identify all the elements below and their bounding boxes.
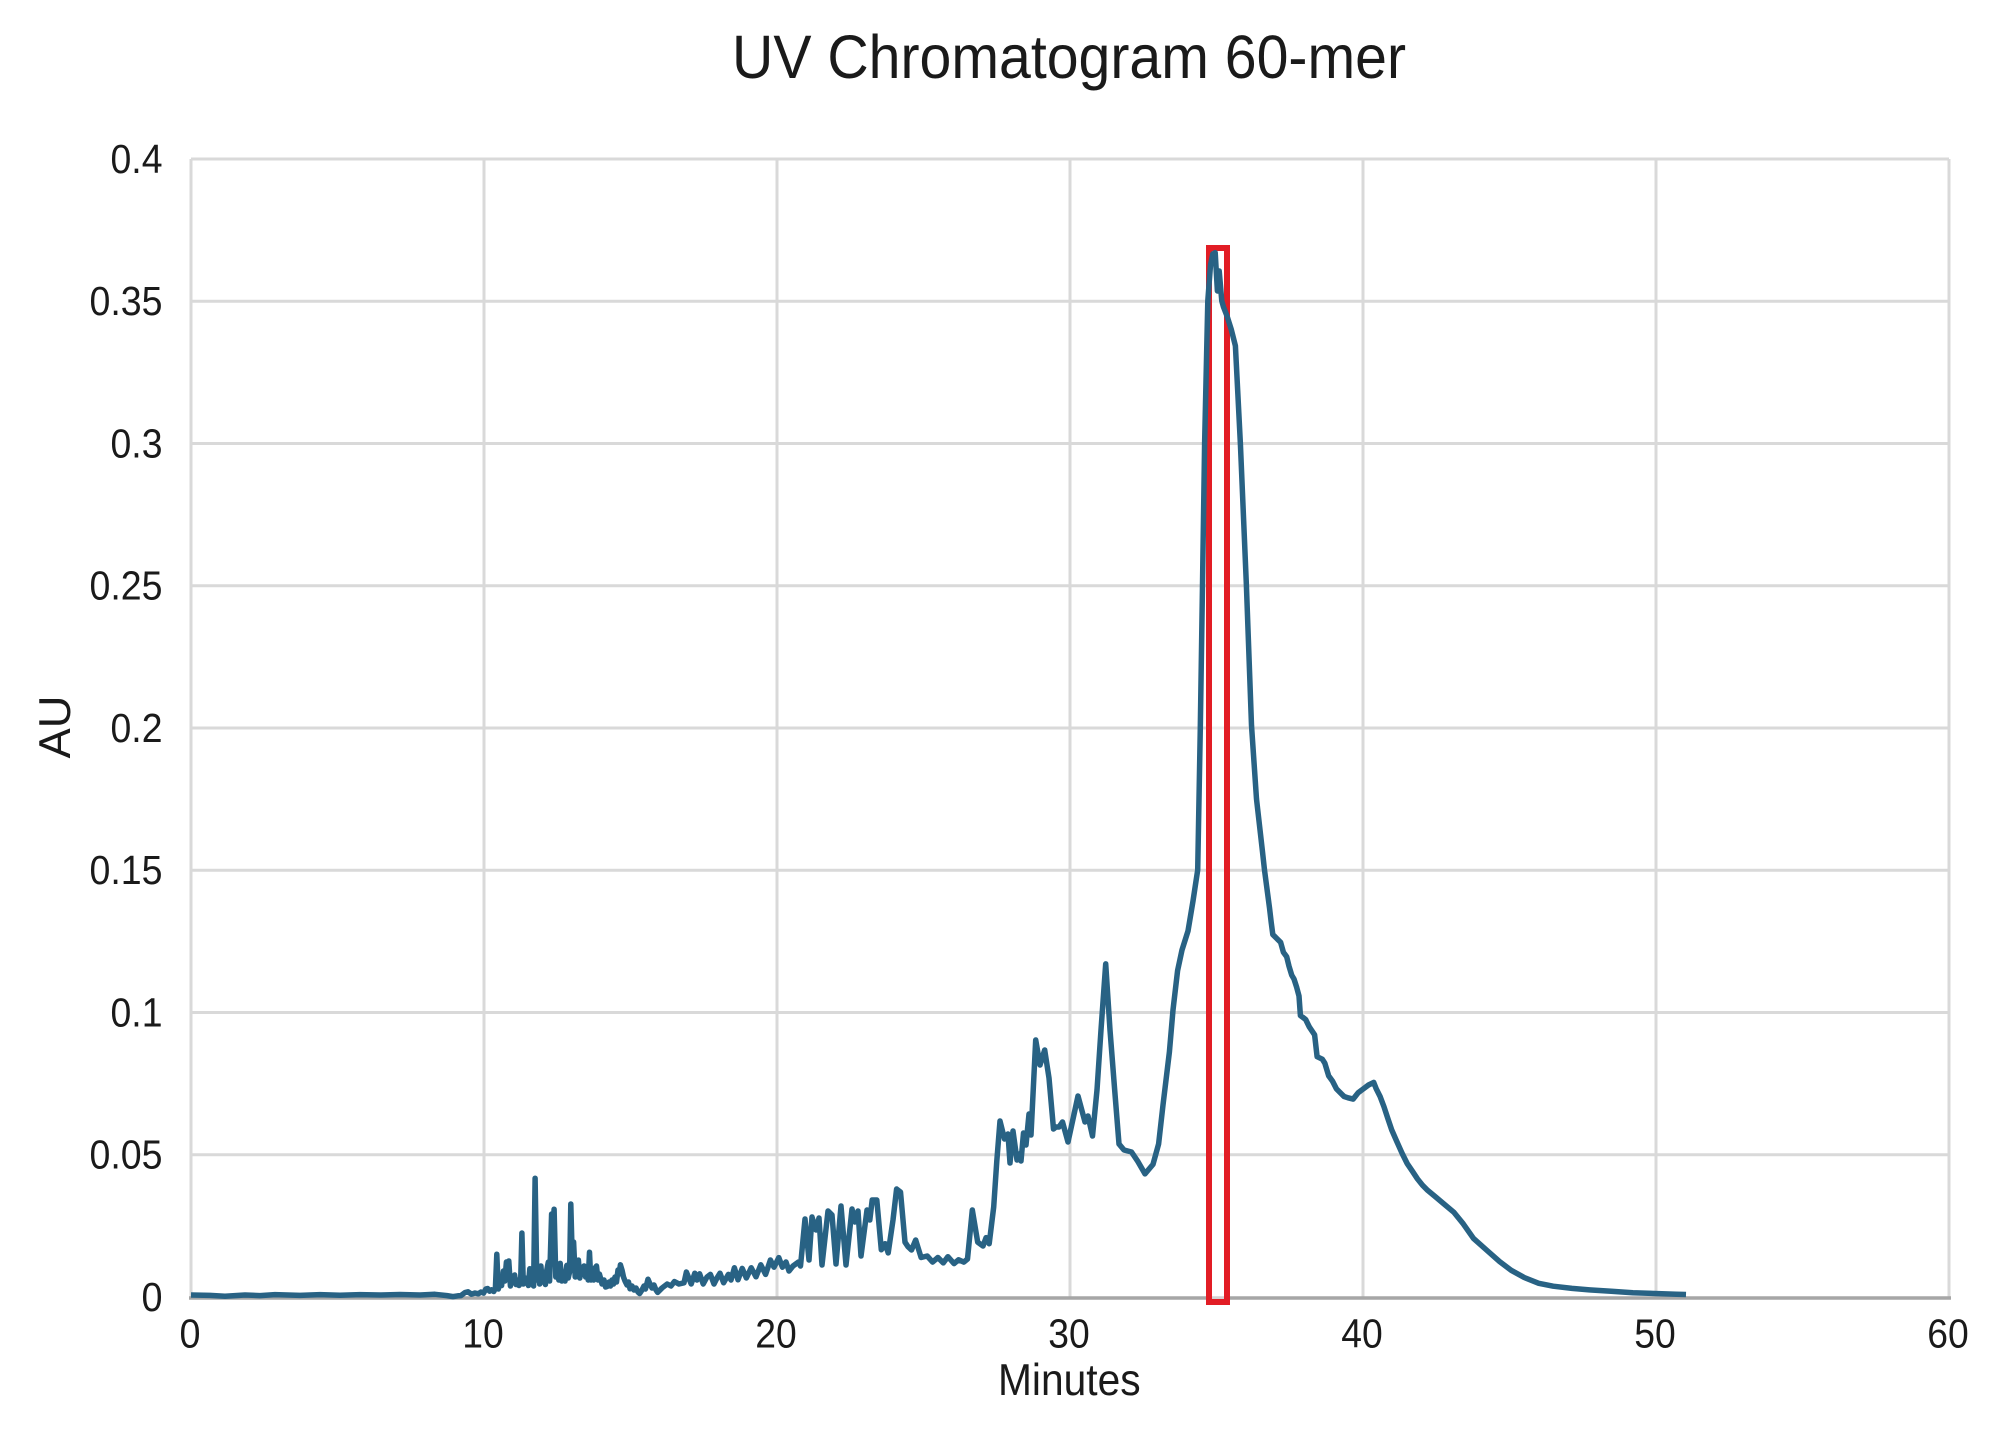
svg-text:0: 0 <box>180 1311 201 1357</box>
svg-text:50: 50 <box>1634 1311 1676 1357</box>
svg-text:0.05: 0.05 <box>90 1132 163 1178</box>
svg-text:20: 20 <box>755 1311 797 1357</box>
svg-text:60: 60 <box>1927 1311 1969 1357</box>
svg-text:0.1: 0.1 <box>111 989 163 1035</box>
svg-text:AU: AU <box>31 696 80 759</box>
svg-text:0.25: 0.25 <box>90 563 163 609</box>
svg-text:0.3: 0.3 <box>111 420 163 466</box>
svg-text:0: 0 <box>142 1274 163 1320</box>
svg-text:UV Chromatogram 60-mer: UV Chromatogram 60-mer <box>732 23 1406 92</box>
svg-text:40: 40 <box>1341 1311 1383 1357</box>
svg-text:30: 30 <box>1048 1311 1090 1357</box>
svg-text:Minutes: Minutes <box>998 1356 1141 1405</box>
svg-text:0.2: 0.2 <box>111 705 163 751</box>
svg-text:0.4: 0.4 <box>111 136 163 182</box>
svg-text:10: 10 <box>462 1311 504 1357</box>
svg-text:0.35: 0.35 <box>90 278 163 324</box>
svg-text:0.15: 0.15 <box>90 847 163 893</box>
